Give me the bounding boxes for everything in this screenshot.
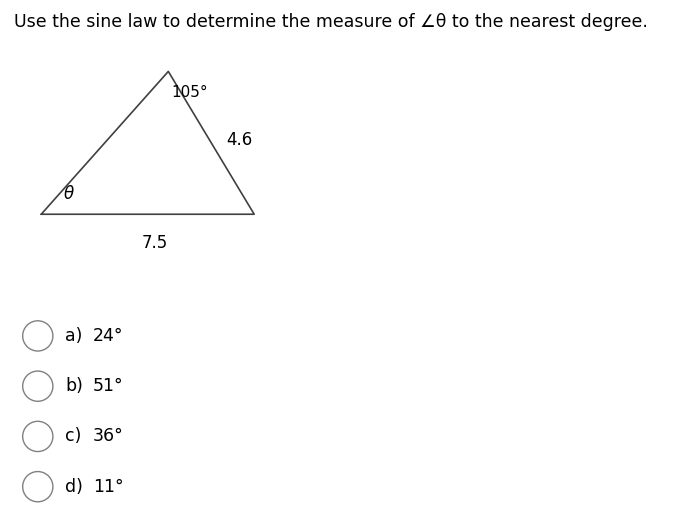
- Text: Use the sine law to determine the measure of ∠θ to the nearest degree.: Use the sine law to determine the measur…: [14, 13, 648, 31]
- Text: θ: θ: [63, 185, 74, 203]
- Text: c): c): [65, 427, 82, 445]
- Text: 7.5: 7.5: [142, 234, 168, 252]
- Text: 51°: 51°: [93, 377, 124, 395]
- Text: 4.6: 4.6: [227, 131, 253, 149]
- Text: a): a): [65, 327, 82, 345]
- Text: 11°: 11°: [93, 478, 124, 496]
- Text: 36°: 36°: [93, 427, 124, 445]
- Text: b): b): [65, 377, 83, 395]
- Text: 24°: 24°: [93, 327, 123, 345]
- Text: 105°: 105°: [171, 85, 207, 99]
- Text: d): d): [65, 478, 83, 496]
